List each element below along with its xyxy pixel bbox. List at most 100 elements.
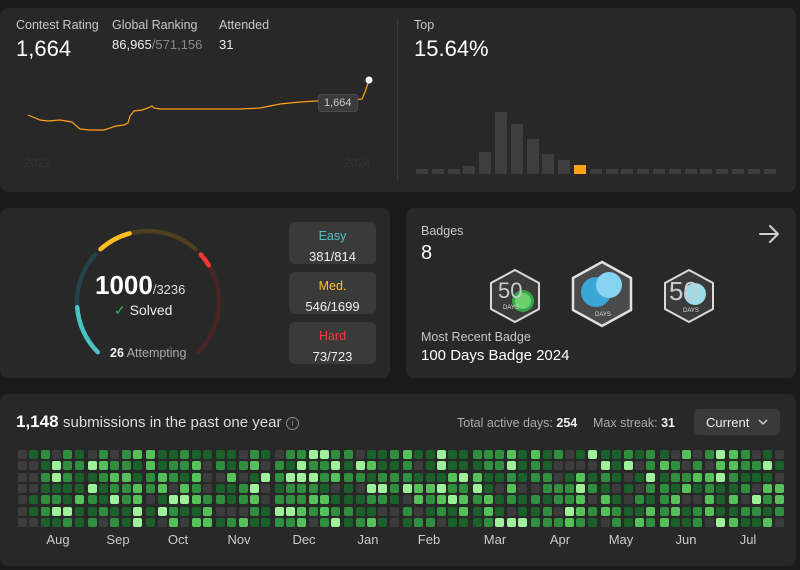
heatmap-cell[interactable] <box>110 506 120 516</box>
heatmap-cell[interactable] <box>87 517 97 527</box>
heatmap-cell[interactable] <box>634 461 644 471</box>
heatmap-cell[interactable] <box>448 450 458 459</box>
heatmap-cell[interactable] <box>157 461 167 471</box>
heatmap-cell[interactable] <box>484 517 493 527</box>
heatmap-cell[interactable] <box>659 461 669 471</box>
heatmap-cell[interactable] <box>157 517 167 527</box>
heatmap-cell[interactable] <box>297 461 307 471</box>
heatmap-cell[interactable] <box>659 517 669 527</box>
heatmap-cell[interactable] <box>168 450 178 459</box>
heatmap-cell[interactable] <box>63 506 73 516</box>
heatmap-cell[interactable] <box>121 450 131 459</box>
heatmap-cell[interactable] <box>402 483 412 493</box>
heatmap-cell[interactable] <box>763 472 773 482</box>
heatmap-cell[interactable] <box>202 506 212 516</box>
heatmap-cell[interactable] <box>459 450 469 459</box>
heatmap-cell[interactable] <box>63 495 73 505</box>
heatmap-cell[interactable] <box>250 517 259 527</box>
heatmap-cell[interactable] <box>297 450 307 459</box>
heatmap-cell[interactable] <box>542 495 552 505</box>
arrow-right-icon[interactable] <box>758 224 782 244</box>
heatmap-cell[interactable] <box>425 472 435 482</box>
heatmap-cell[interactable] <box>740 450 750 459</box>
heatmap-cell[interactable] <box>250 495 259 505</box>
heatmap-cell[interactable] <box>459 472 469 482</box>
heatmap-cell[interactable] <box>587 461 597 471</box>
heatmap-cell[interactable] <box>29 506 39 516</box>
heatmap-cell[interactable] <box>331 495 341 505</box>
heatmap-cell[interactable] <box>576 495 586 505</box>
heatmap-cell[interactable] <box>751 461 761 471</box>
heatmap-cell[interactable] <box>693 483 703 493</box>
heatmap-cell[interactable] <box>319 506 329 516</box>
heatmap-cell[interactable] <box>110 495 120 505</box>
heatmap-cell[interactable] <box>484 495 493 505</box>
heatmap-cell[interactable] <box>531 450 541 459</box>
heatmap-cell[interactable] <box>646 450 656 459</box>
heatmap-cell[interactable] <box>751 517 761 527</box>
heatmap-cell[interactable] <box>331 450 341 459</box>
heatmap-cell[interactable] <box>191 495 201 505</box>
heatmap-cell[interactable] <box>763 461 773 471</box>
heatmap-cell[interactable] <box>18 495 27 505</box>
heatmap-cell[interactable] <box>274 472 284 482</box>
heatmap-cell[interactable] <box>378 517 388 527</box>
heatmap-cell[interactable] <box>646 495 656 505</box>
heatmap-cell[interactable] <box>355 506 365 516</box>
heatmap-cell[interactable] <box>74 483 84 493</box>
heatmap-cell[interactable] <box>693 450 703 459</box>
heatmap-cell[interactable] <box>716 517 725 527</box>
heatmap-cell[interactable] <box>693 472 703 482</box>
heatmap-cell[interactable] <box>133 495 142 505</box>
badge-100-days[interactable]: DAYS <box>570 260 634 328</box>
heatmap-cell[interactable] <box>472 506 482 516</box>
heatmap-cell[interactable] <box>682 517 692 527</box>
heatmap-cell[interactable] <box>506 450 516 459</box>
heatmap-cell[interactable] <box>133 517 142 527</box>
heatmap-cell[interactable] <box>402 450 412 459</box>
heatmap-cell[interactable] <box>436 472 446 482</box>
heatmap-cell[interactable] <box>168 483 178 493</box>
heatmap-cell[interactable] <box>110 517 120 527</box>
heatmap-cell[interactable] <box>146 483 156 493</box>
heatmap-cell[interactable] <box>414 517 424 527</box>
heatmap-cell[interactable] <box>133 483 142 493</box>
heatmap-cell[interactable] <box>389 495 399 505</box>
heatmap-cell[interactable] <box>238 472 248 482</box>
heatmap-cell[interactable] <box>646 483 656 493</box>
heatmap-cell[interactable] <box>682 495 692 505</box>
heatmap-cell[interactable] <box>704 472 714 482</box>
heatmap-cell[interactable] <box>367 472 376 482</box>
heatmap-cell[interactable] <box>670 517 680 527</box>
heatmap-cell[interactable] <box>227 506 237 516</box>
heatmap-cell[interactable] <box>425 450 435 459</box>
heatmap-cell[interactable] <box>319 517 329 527</box>
heatmap-cell[interactable] <box>565 461 575 471</box>
heatmap-cell[interactable] <box>308 472 318 482</box>
heatmap-cell[interactable] <box>261 472 271 482</box>
heatmap-cell[interactable] <box>751 472 761 482</box>
heatmap-cell[interactable] <box>448 461 458 471</box>
heatmap-cell[interactable] <box>202 461 212 471</box>
heatmap-cell[interactable] <box>389 506 399 516</box>
heatmap-cell[interactable] <box>367 483 376 493</box>
heatmap-cell[interactable] <box>297 472 307 482</box>
heatmap-cell[interactable] <box>693 517 703 527</box>
heatmap-cell[interactable] <box>378 472 388 482</box>
heatmap-cell[interactable] <box>553 461 563 471</box>
heatmap-cell[interactable] <box>40 461 50 471</box>
heatmap-cell[interactable] <box>285 495 295 505</box>
heatmap-cell[interactable] <box>495 506 505 516</box>
heatmap-cell[interactable] <box>29 495 39 505</box>
heatmap-cell[interactable] <box>308 495 318 505</box>
heatmap-cell[interactable] <box>484 461 493 471</box>
heatmap-cell[interactable] <box>378 495 388 505</box>
heatmap-cell[interactable] <box>425 506 435 516</box>
heatmap-cell[interactable] <box>133 472 142 482</box>
heatmap-cell[interactable] <box>612 483 622 493</box>
heatmap-cell[interactable] <box>18 506 27 516</box>
heatmap-cell[interactable] <box>531 517 541 527</box>
heatmap-cell[interactable] <box>682 461 692 471</box>
heatmap-cell[interactable] <box>285 461 295 471</box>
heatmap-cell[interactable] <box>506 506 516 516</box>
